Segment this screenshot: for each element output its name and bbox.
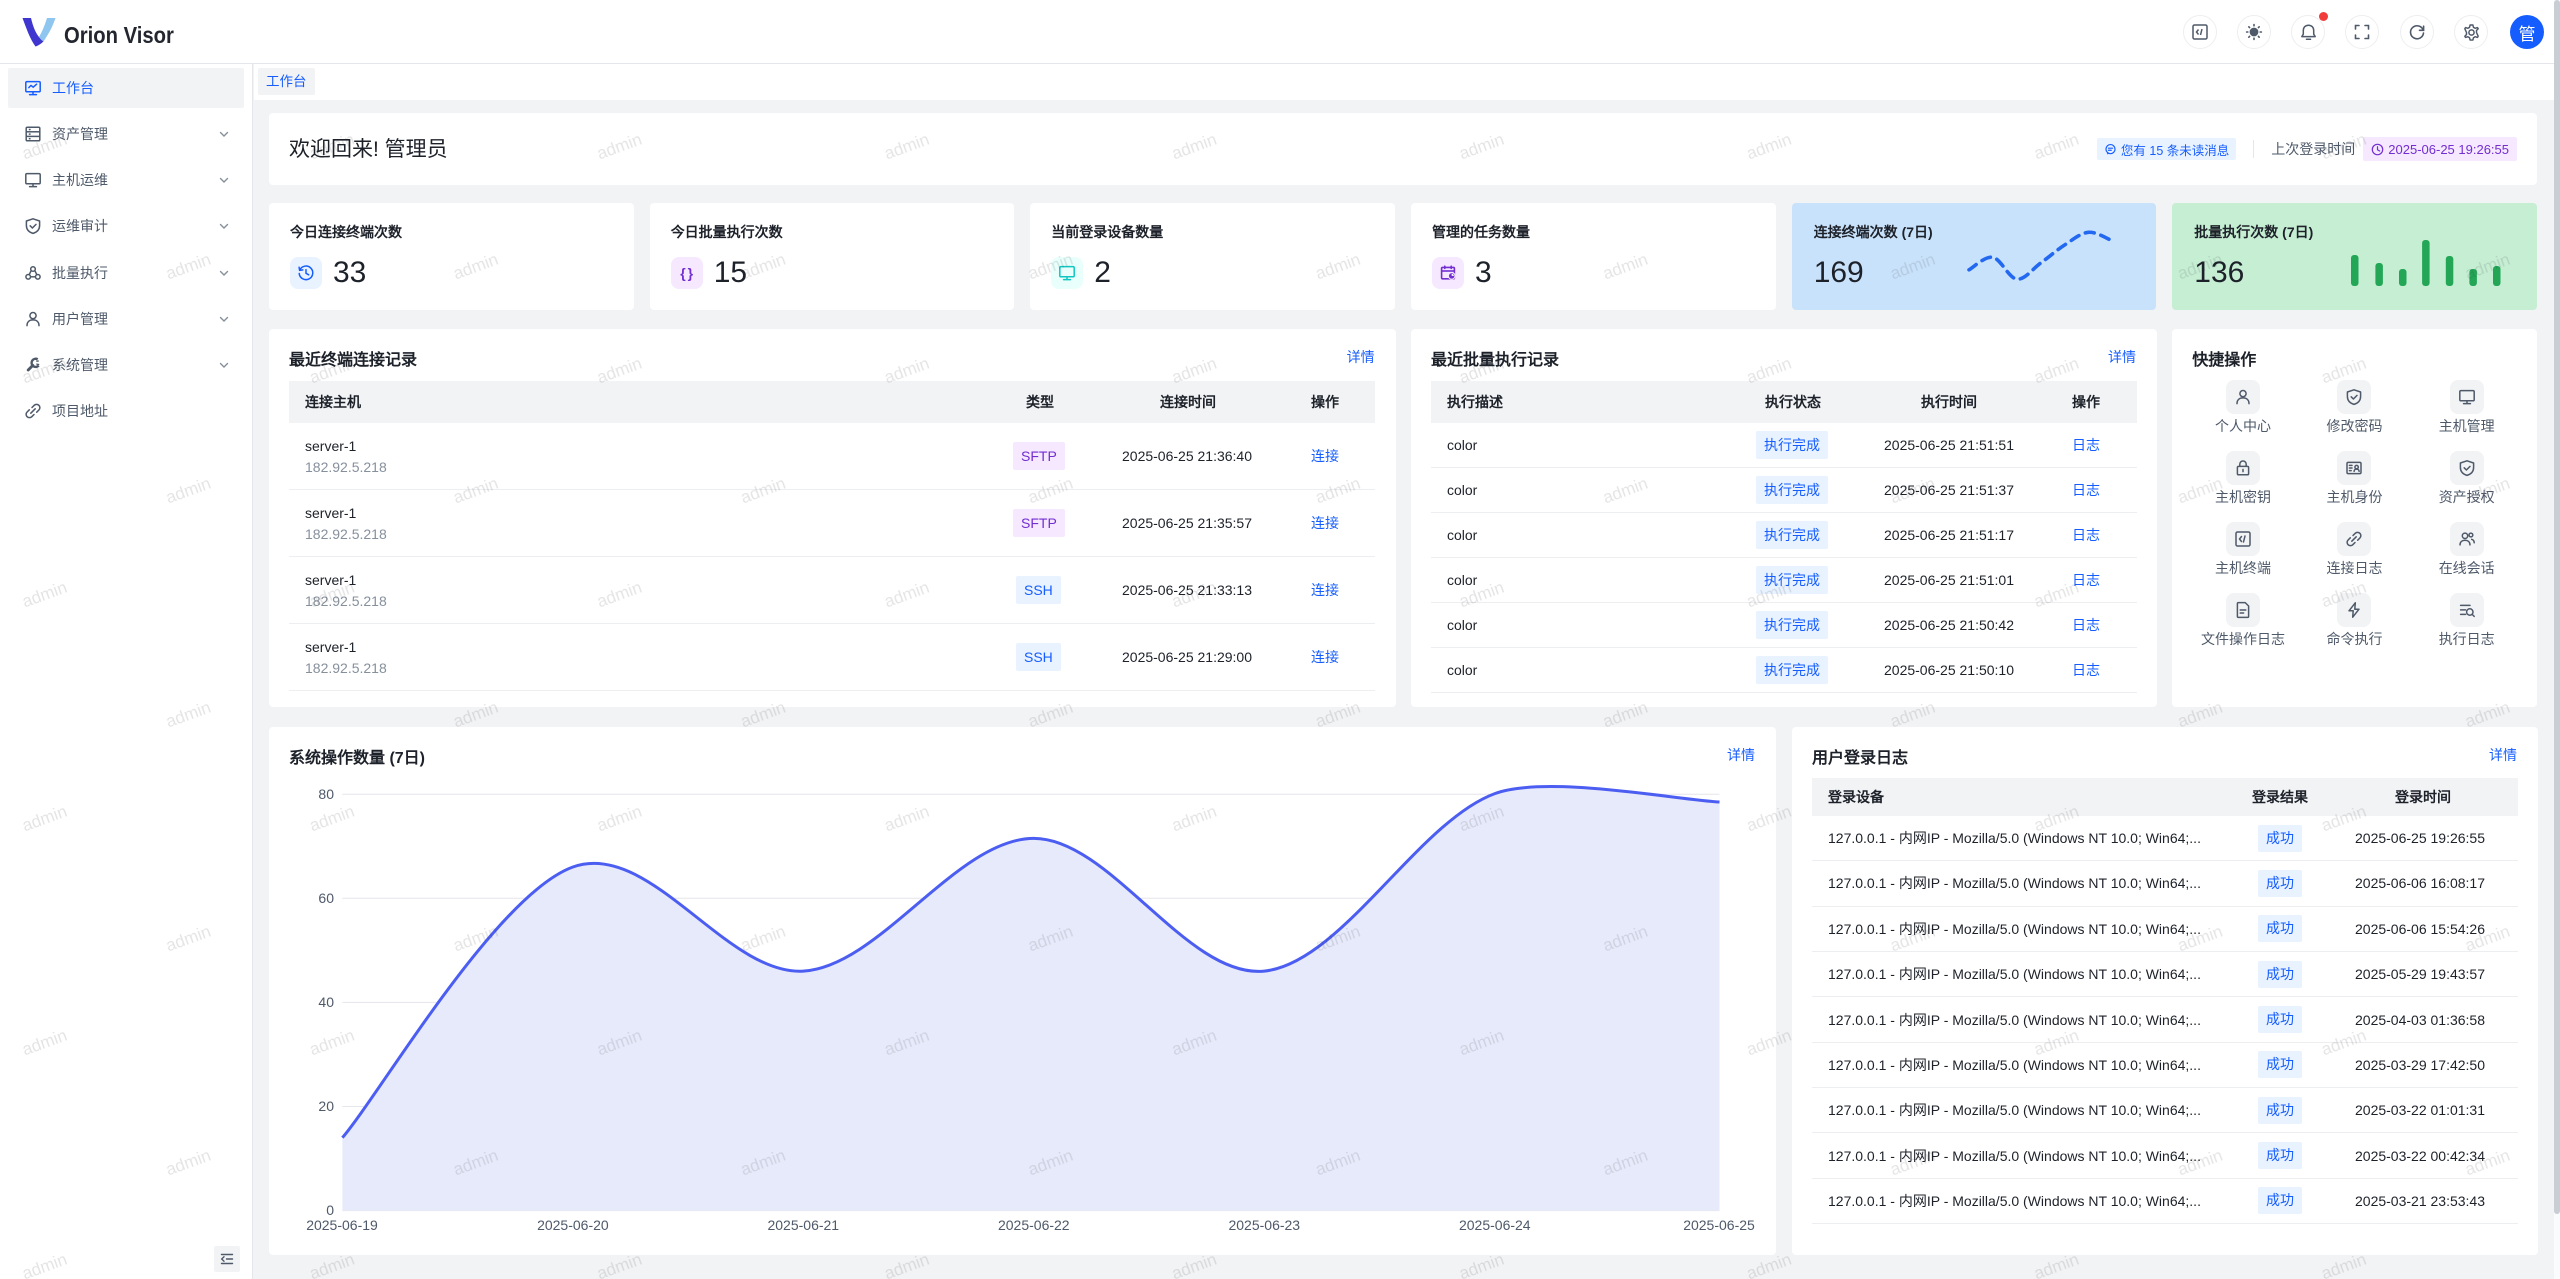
svg-text:20: 20	[318, 1098, 334, 1114]
svg-text:2025-06-21: 2025-06-21	[767, 1217, 839, 1233]
svg-text:2025-06-23: 2025-06-23	[1228, 1217, 1300, 1233]
svg-text:2025-06-24: 2025-06-24	[1459, 1217, 1531, 1233]
svg-text:80: 80	[318, 786, 334, 802]
svg-text:2025-06-19: 2025-06-19	[306, 1217, 378, 1233]
svg-text:0: 0	[326, 1202, 334, 1218]
svg-text:60: 60	[318, 890, 334, 906]
svg-text:2025-06-25: 2025-06-25	[1683, 1217, 1755, 1233]
svg-text:2025-06-20: 2025-06-20	[537, 1217, 609, 1233]
svg-text:2025-06-22: 2025-06-22	[998, 1217, 1070, 1233]
svg-text:40: 40	[318, 994, 334, 1010]
